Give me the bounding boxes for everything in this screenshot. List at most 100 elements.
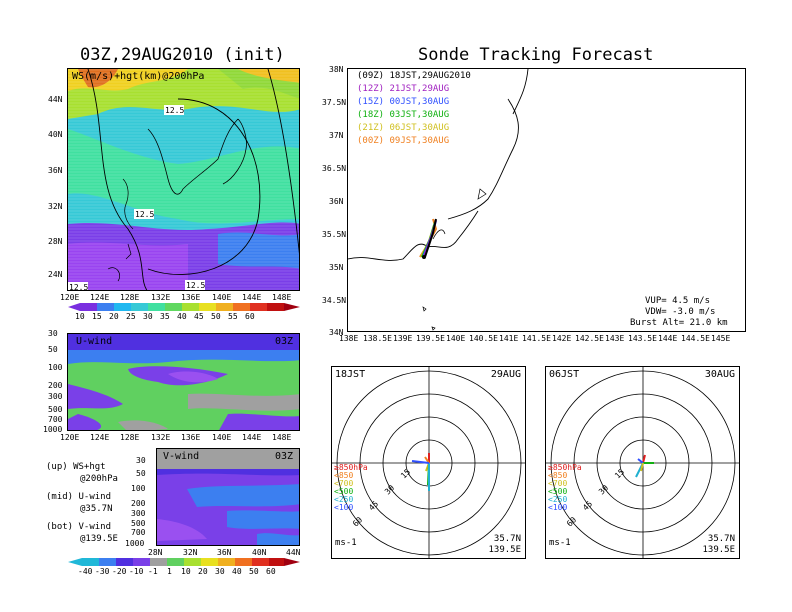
track-legend-1: (12Z) 21JST,29AUG [357, 84, 450, 94]
lat-tick: 37.5N [322, 98, 347, 107]
track-legend-2: (15Z) 00JST,30AUG [357, 97, 450, 107]
lon-tick: 139.5E [416, 334, 445, 343]
ws-cb-tick: 20 [109, 312, 119, 321]
lon-tick: 140.5E [469, 334, 498, 343]
ring-label: 15 [399, 467, 412, 480]
u-wind-label: U-wind [76, 336, 113, 347]
lon-tick: 140E [446, 334, 466, 343]
ws-cb-tick: 60 [245, 312, 255, 321]
ws-cb-tick: 35 [160, 312, 170, 321]
lon-tick: 141.5E [522, 334, 551, 343]
lat-tick: 32N [183, 548, 198, 557]
pres-tick: 50 [136, 469, 146, 478]
lon-tick: 136E [181, 293, 201, 302]
lon-tick: 132E [151, 293, 171, 302]
right-title: Sonde Tracking Forecast [418, 45, 654, 65]
contour-label-1: 12.5 [165, 106, 184, 115]
legend-up-b: @200hPa [80, 474, 118, 484]
level-legend: <700 [334, 479, 354, 488]
lon-tick: 138.5E [363, 334, 392, 343]
level-legend: ≥850hPa [334, 463, 368, 472]
ws-cb-tick: 45 [194, 312, 204, 321]
hodo2-time: 06JST [549, 369, 580, 380]
lat-tick: 44N [48, 95, 63, 104]
lat-tick: 44N [286, 548, 301, 557]
ws-cb-tick: 15 [92, 312, 102, 321]
lat-tick: 36N [48, 166, 63, 175]
pres-tick: 500 [131, 519, 146, 528]
pres-tick: 700 [131, 528, 146, 537]
uv-cb-tick: 1 [167, 567, 172, 576]
ws-cb-tick: 55 [228, 312, 238, 321]
lon-tick: 124E [90, 433, 110, 442]
pres-tick: 300 [131, 509, 146, 518]
lat-tick: 32N [48, 202, 63, 211]
lon-tick: 148E [272, 293, 292, 302]
v-wind-section: V-wind 03Z [156, 448, 300, 546]
lat-tick: 35N [329, 263, 344, 272]
uv-cb-tick: 40 [232, 567, 242, 576]
uv-cb-tick: 30 [215, 567, 225, 576]
lon-tick: 128E [120, 293, 140, 302]
legend-up-a: (up) WS+hgt [46, 462, 106, 472]
track-legend-0: (09Z) 18JST,29AUG2010 [357, 71, 471, 81]
map-variable-label: WS(m/s)+hgt(km)@200hPa [72, 71, 205, 82]
lat-tick: 36N [329, 197, 344, 206]
lat-tick: 38N [329, 65, 344, 74]
hodo1-date: 29AUG [490, 369, 521, 380]
hodo1-time: 18JST [335, 369, 366, 380]
burst-param: Burst Alt= 21.0 km [630, 318, 728, 328]
level-legend: <100 [548, 503, 568, 512]
lon-tick: 136E [181, 433, 201, 442]
uv-cb-tick: -20 [112, 567, 127, 576]
wind-speed-map: 12.5 12.5 12.5 12.5 WS(m/s)+hgt(km)@200h… [67, 68, 300, 291]
lon-tick: 144E [658, 334, 678, 343]
pres-tick: 30 [136, 456, 146, 465]
lon-tick: 142.5E [575, 334, 604, 343]
lat-tick: 34.5N [322, 296, 347, 305]
lat-tick: 37N [329, 131, 344, 140]
lat-tick: 35.5N [322, 230, 347, 239]
pres-tick: 100 [48, 363, 63, 372]
lon-tick: 141E [499, 334, 519, 343]
track-legend-5: (00Z) 09JST,30AUG [357, 136, 450, 146]
level-legend: <100 [334, 503, 354, 512]
level-legend: <700 [548, 479, 568, 488]
pres-tick: 200 [131, 499, 146, 508]
vup-param: VUP= 4.5 m/s [645, 296, 711, 306]
lon-tick: 144E [242, 293, 262, 302]
pres-tick: 30 [48, 329, 58, 338]
ring-label: 30 [597, 483, 610, 496]
lat-tick: 28N [48, 237, 63, 246]
contour-label-box [185, 280, 205, 290]
uv-cb-tick: -30 [95, 567, 110, 576]
lon-tick: 144.5E [681, 334, 710, 343]
vdw-param: VDW= -3.0 m/s [645, 307, 716, 317]
uv-cb-tick: -10 [129, 567, 144, 576]
hodo2-lon: 139.5E [702, 545, 735, 555]
v-wind-label: V-wind [163, 451, 200, 462]
level-legend: <500 [548, 487, 568, 496]
hodograph-1: 15 30 45 60 18JST 29AUG ≥850hPa <850 <70… [331, 366, 526, 559]
uv-cb-tick: -1 [148, 567, 158, 576]
uv-cb-tick: 20 [198, 567, 208, 576]
lon-tick: 148E [272, 433, 292, 442]
lon-tick: 145E [711, 334, 731, 343]
lon-tick: 138E [339, 334, 359, 343]
contour-label-box [134, 209, 154, 219]
contour-label-2: 12.5 [135, 210, 154, 219]
level-legend: ≥850hPa [548, 463, 582, 472]
lon-tick: 120E [60, 293, 80, 302]
ring-label: 15 [613, 467, 626, 480]
lon-tick: 128E [120, 433, 140, 442]
legend-bot-a: (bot) V-wind [46, 522, 112, 532]
ws-cb-tick: 50 [211, 312, 221, 321]
lon-tick: 144E [242, 433, 262, 442]
lon-tick: 120E [60, 433, 80, 442]
hodograph-1-svg: 15 30 45 60 [332, 367, 525, 558]
uv-cb-tick: -40 [78, 567, 93, 576]
sonde-track-map-svg [348, 69, 529, 331]
u-wind-time: 03Z [274, 336, 293, 347]
pres-tick: 1000 [125, 539, 145, 548]
pres-tick: 300 [48, 392, 63, 401]
